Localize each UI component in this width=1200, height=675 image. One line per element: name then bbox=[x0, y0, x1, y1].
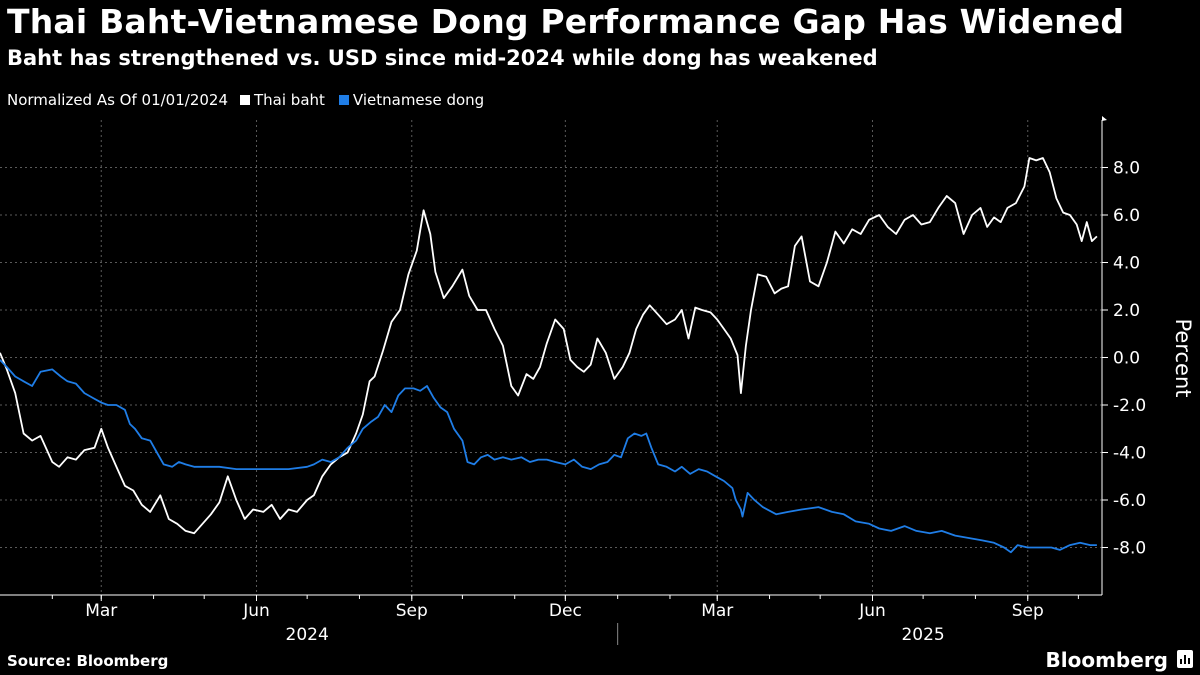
x-tick-label: Dec bbox=[549, 601, 582, 621]
y-tick-label: -4.0 bbox=[1113, 444, 1146, 464]
brand-wordmark: Bloomberg bbox=[1045, 648, 1168, 672]
bloomberg-logo-icon bbox=[1177, 650, 1193, 668]
y-axis-label: Percent bbox=[1171, 318, 1195, 397]
x-tick-label: Mar bbox=[85, 601, 117, 621]
legend-swatch-thai-baht bbox=[240, 95, 250, 105]
year-label: 2024 bbox=[286, 625, 329, 645]
y-tick-label: -6.0 bbox=[1113, 491, 1146, 511]
y-tick-label: 4.0 bbox=[1113, 254, 1140, 274]
grid-lines bbox=[0, 120, 1102, 595]
series-line-thai-baht bbox=[0, 157, 1098, 535]
chart-title: Thai Baht-Vietnamese Dong Performance Ga… bbox=[7, 2, 1125, 41]
y-tick-label: 2.0 bbox=[1113, 301, 1140, 321]
series-line-vietnamese-dong bbox=[0, 359, 1097, 554]
legend-label-vietnamese-dong: Vietnamese dong bbox=[352, 91, 485, 109]
legend-swatch-vietnamese-dong bbox=[338, 95, 349, 105]
y-tick-label: 6.0 bbox=[1113, 206, 1140, 226]
y-tick-label: 0.0 bbox=[1113, 349, 1140, 369]
year-label: 2025 bbox=[901, 625, 944, 645]
legend: Normalized As Of 01/01/2024 Thai baht Vi… bbox=[7, 91, 484, 109]
x-tick-label: Sep bbox=[1012, 601, 1044, 621]
series-lines bbox=[0, 157, 1098, 554]
normalization-note: Normalized As Of 01/01/2024 bbox=[7, 91, 228, 109]
y-tick-label: -2.0 bbox=[1113, 396, 1146, 416]
y-tick-label: -8.0 bbox=[1113, 539, 1146, 559]
chart-subtitle: Baht has strengthened vs. USD since mid-… bbox=[7, 46, 878, 70]
y-axis-arrow bbox=[1102, 116, 1107, 121]
x-tick-label: Jun bbox=[242, 601, 270, 621]
x-axis: Mar Jun Sep Dec Mar Jun Sep 2024 2025 bbox=[0, 594, 1102, 645]
legend-label-thai-baht: Thai baht bbox=[254, 91, 325, 109]
x-tick-label: Sep bbox=[396, 601, 428, 621]
y-tick-label: 8.0 bbox=[1113, 159, 1140, 179]
x-tick-label: Mar bbox=[701, 601, 733, 621]
x-tick-label: Jun bbox=[858, 601, 886, 621]
source-note: Source: Bloomberg bbox=[7, 652, 169, 670]
y-axis: 8.0 6.0 4.0 2.0 0.0 -2.0 -4.0 -6.0 -8.0 bbox=[1101, 116, 1146, 595]
